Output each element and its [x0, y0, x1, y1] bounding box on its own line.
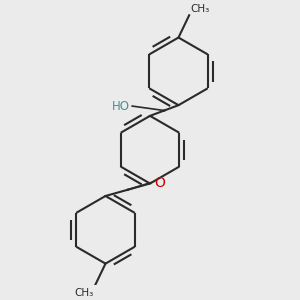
Text: CH₃: CH₃: [75, 288, 94, 298]
Text: O: O: [154, 176, 165, 190]
Text: CH₃: CH₃: [190, 4, 209, 14]
Text: HO: HO: [112, 100, 130, 112]
